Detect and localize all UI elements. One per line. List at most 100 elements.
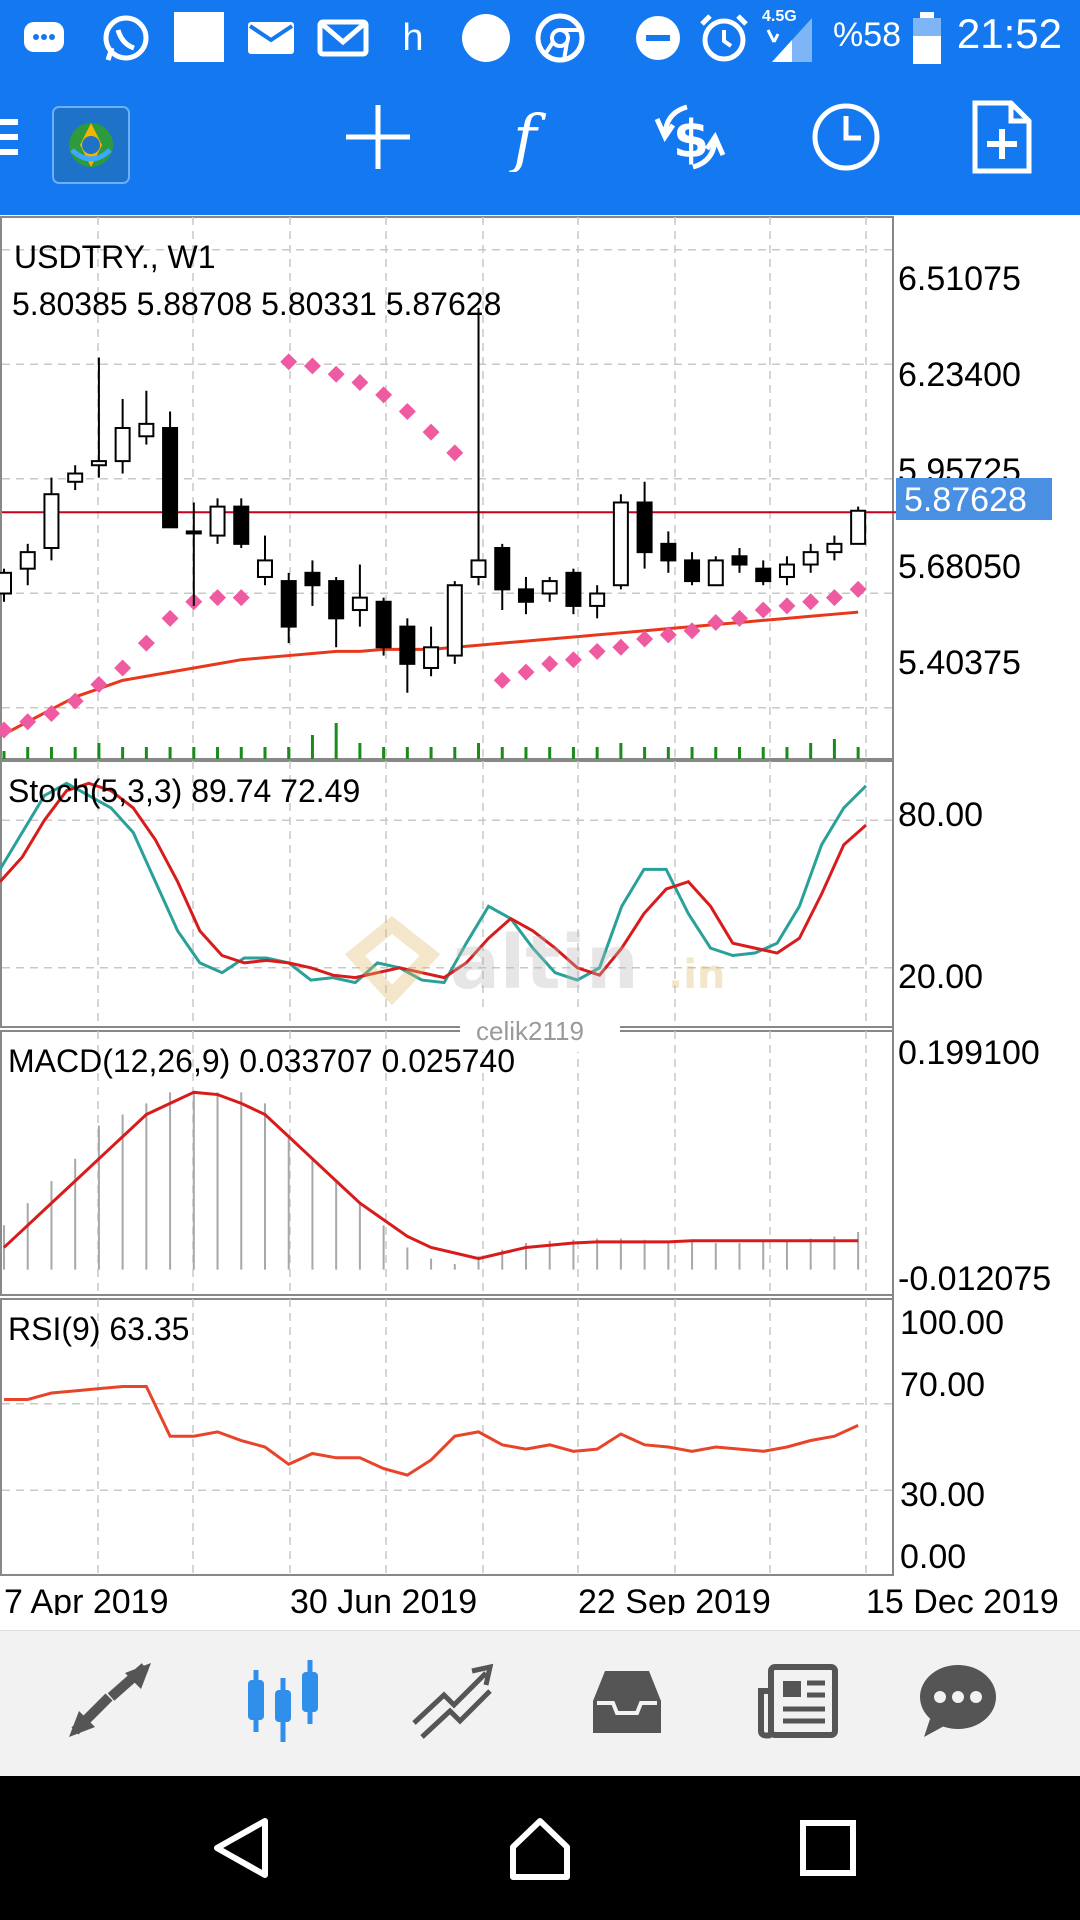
quotes-icon bbox=[69, 1663, 151, 1737]
home-button[interactable] bbox=[490, 1798, 590, 1898]
back-button[interactable] bbox=[190, 1798, 290, 1898]
nav-chart[interactable] bbox=[233, 1651, 333, 1751]
candle-body bbox=[328, 580, 345, 620]
candle-body bbox=[351, 596, 368, 612]
email-icon bbox=[248, 22, 294, 54]
bottom-navigation bbox=[0, 1630, 1080, 1776]
sar-dot bbox=[0, 721, 13, 739]
candle-body bbox=[90, 460, 107, 467]
price-axis-label: 6.51075 bbox=[898, 260, 1021, 298]
sar-dot bbox=[351, 374, 369, 391]
current-price-tag-text: 5.87628 bbox=[904, 481, 1027, 519]
watermark-logo-icon bbox=[344, 916, 441, 1006]
candle-body bbox=[636, 501, 653, 554]
new-order-icon bbox=[972, 100, 1032, 174]
home-icon bbox=[510, 1818, 570, 1880]
timeframe-button[interactable] bbox=[796, 87, 896, 187]
new-order-button[interactable] bbox=[952, 87, 1052, 187]
watermark-tld: .in bbox=[668, 952, 725, 998]
candle-body bbox=[67, 472, 84, 483]
battery-icon bbox=[913, 12, 941, 64]
sar-dot bbox=[90, 676, 108, 694]
sar-dot bbox=[778, 597, 796, 615]
candle-body bbox=[850, 509, 867, 545]
candlesticks bbox=[0, 308, 867, 693]
date-axis-label: 15 Dec 2019 bbox=[866, 1583, 1059, 1615]
sar-dot bbox=[19, 713, 37, 731]
trade-icon: $ bbox=[654, 104, 726, 170]
sar-dot bbox=[659, 626, 677, 644]
nav-trade[interactable] bbox=[405, 1651, 505, 1751]
messages-icon bbox=[24, 22, 64, 52]
sar-dot bbox=[280, 353, 298, 371]
stoch-axis-label: 80.00 bbox=[898, 796, 983, 834]
price-axis-label: 5.40375 bbox=[898, 644, 1021, 682]
watermark-user: celik2119 bbox=[476, 1016, 584, 1046]
candle-body bbox=[304, 571, 321, 587]
stoch-main-line bbox=[0, 781, 868, 985]
volume-bars bbox=[2, 723, 860, 759]
indicators-icon: f bbox=[509, 102, 547, 172]
candle-body bbox=[589, 592, 606, 607]
status-bar: h 4.5G %58 21:52 bbox=[0, 0, 1080, 75]
nav-messages[interactable] bbox=[908, 1651, 1008, 1751]
menu-button[interactable] bbox=[0, 87, 52, 187]
system-navigation-bar bbox=[0, 1776, 1080, 1920]
rsi-axis-label: 100.00 bbox=[900, 1304, 1004, 1342]
metatrader-logo[interactable] bbox=[46, 105, 136, 185]
status-time: 21:52 bbox=[956, 10, 1062, 57]
trade-icon bbox=[412, 1663, 494, 1739]
svg-text:f: f bbox=[509, 102, 547, 172]
trade-button[interactable]: $ bbox=[640, 87, 740, 187]
chart-svg[interactable]: altin .in celik2119 USDTRY., W1 5.80385 … bbox=[0, 215, 1080, 1615]
news-icon bbox=[758, 1664, 838, 1739]
rsi-axis-label: 30.00 bbox=[900, 1476, 985, 1514]
candle-body bbox=[185, 530, 202, 535]
indicators-button[interactable]: f bbox=[482, 87, 582, 187]
date-axis-label: 22 Sep 2019 bbox=[578, 1583, 771, 1615]
candle-body bbox=[565, 571, 582, 607]
rsi-label: RSI(9) 63.35 bbox=[8, 1311, 189, 1347]
candle-body bbox=[233, 505, 250, 545]
candle-body bbox=[423, 646, 440, 669]
sar-dot bbox=[802, 593, 820, 611]
nav-news[interactable] bbox=[749, 1651, 849, 1751]
sar-dot bbox=[303, 357, 321, 375]
price-axis-label: 6.23400 bbox=[898, 356, 1021, 394]
sar-dot bbox=[493, 671, 511, 689]
candle-body bbox=[778, 563, 795, 578]
h-icon: h bbox=[402, 17, 424, 59]
nav-quotes[interactable] bbox=[60, 1651, 160, 1751]
recents-button[interactable] bbox=[778, 1798, 878, 1898]
candle-body bbox=[256, 559, 273, 578]
nav-history[interactable] bbox=[577, 1651, 677, 1751]
candle-body bbox=[114, 427, 131, 463]
chrome-icon bbox=[535, 13, 585, 63]
battery-percent: %58 bbox=[833, 16, 902, 54]
rsi-polyline bbox=[4, 1385, 859, 1477]
date-axis-label: 7 Apr 2019 bbox=[4, 1583, 168, 1615]
chart-area[interactable]: altin .in celik2119 USDTRY., W1 5.80385 … bbox=[0, 215, 1080, 1615]
candle-body bbox=[470, 559, 487, 578]
candle-body bbox=[707, 559, 724, 587]
candle-body bbox=[731, 555, 748, 566]
back-icon bbox=[214, 1818, 268, 1878]
timeframe-clock-icon bbox=[812, 103, 880, 171]
sar-dot bbox=[209, 589, 227, 607]
sar-dot bbox=[161, 609, 179, 627]
price-axis-label: 5.68050 bbox=[898, 548, 1021, 586]
candle-body bbox=[684, 559, 701, 583]
circle-icon bbox=[462, 14, 510, 62]
sar-dot bbox=[375, 386, 393, 404]
macd-axis-label: -0.012075 bbox=[898, 1260, 1051, 1298]
crosshair-button[interactable] bbox=[328, 87, 428, 187]
messages-icon bbox=[920, 1665, 996, 1737]
candle-body bbox=[399, 625, 416, 665]
watermark-user-bg bbox=[460, 1012, 620, 1052]
stoch-axis-label: 20.00 bbox=[898, 958, 983, 996]
candle-body bbox=[541, 580, 558, 595]
ohlc-values: 5.80385 5.88708 5.80331 5.87628 bbox=[12, 286, 501, 322]
candle-body bbox=[826, 542, 843, 554]
sar-dot bbox=[398, 402, 416, 420]
watermark-brand: altin bbox=[450, 920, 639, 1006]
